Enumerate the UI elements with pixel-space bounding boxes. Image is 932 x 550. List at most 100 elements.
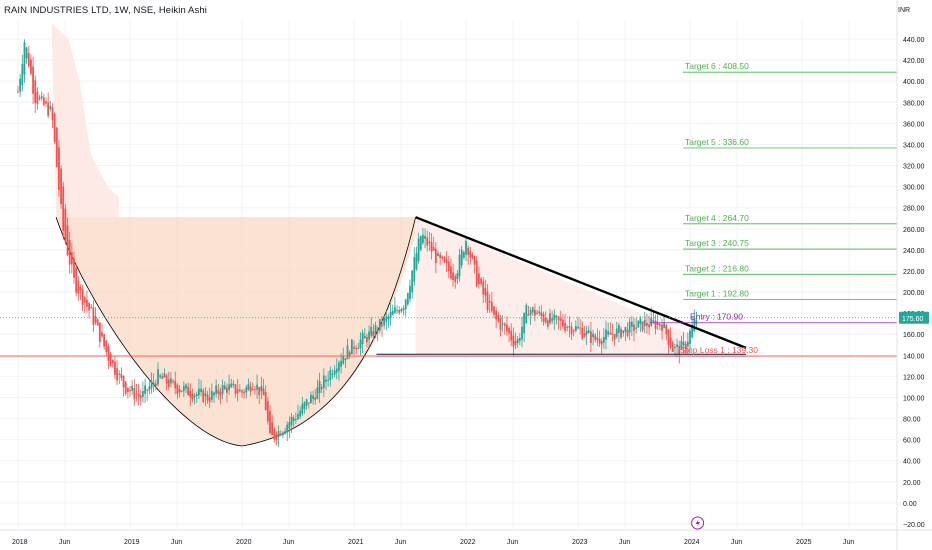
candle-body (331, 374, 334, 376)
candle-body (607, 330, 610, 335)
chart-title: RAIN INDUSTRIES LTD, 1W, NSE, Heikin Ash… (4, 5, 207, 16)
x-tick-label: 2018 (12, 539, 28, 546)
candle-body (480, 278, 482, 284)
candle-body (635, 327, 638, 329)
candle-body (598, 338, 601, 344)
x-tick-label: 2023 (572, 539, 588, 546)
candle-body (439, 254, 442, 259)
candle-body (340, 360, 342, 367)
candle-body (241, 390, 243, 393)
candle-body (170, 378, 172, 384)
candle-body (19, 78, 22, 92)
candle-body (512, 335, 515, 347)
candle-body (120, 373, 123, 379)
level-label-target: Target 6 : 408.50 (685, 61, 749, 71)
candle-body (506, 324, 508, 332)
candle-body (191, 394, 194, 400)
flash-icon[interactable] (691, 516, 705, 530)
candle-body (523, 312, 526, 334)
candle-body (424, 235, 426, 239)
candle-body (38, 97, 41, 99)
candle-body (669, 337, 672, 348)
candle-body (36, 91, 39, 105)
candle-body (32, 66, 34, 94)
y-tick-label: 220.00 (903, 269, 925, 276)
candle-body (314, 397, 317, 401)
candle-body (101, 332, 103, 337)
candle-body (624, 326, 627, 332)
candle-body (312, 395, 314, 399)
candle-body (98, 322, 101, 343)
candle-body (150, 380, 153, 389)
candle-body (383, 317, 386, 326)
x-tick-label: 2025 (796, 539, 812, 546)
candle-body (600, 341, 603, 345)
candle-body (432, 247, 435, 251)
time-axis[interactable]: 2018 Jun 2019 Jun 2020 Jun 2021 Jun 2022 Jun 2023 J… (0, 529, 932, 546)
candle-body (374, 325, 377, 334)
x-tick-label: 2021 (348, 539, 364, 546)
candle-body (208, 397, 211, 402)
candle-body (566, 326, 569, 328)
candle-body (202, 390, 205, 402)
candle-body (665, 325, 668, 335)
x-tick-label: Jun (507, 539, 518, 546)
x-tick-label: Jun (395, 539, 406, 546)
candle-body (353, 346, 355, 349)
candle-body (473, 256, 476, 265)
candle-body (329, 370, 332, 381)
price-axis[interactable]: 440.00 420.00 400.00 380.00 360.00 340.00 320.… (896, 0, 929, 550)
candle-body (303, 402, 306, 409)
candle-body (590, 331, 592, 343)
candle-body (135, 393, 138, 395)
candle-body (86, 299, 88, 307)
candle-body (583, 333, 586, 337)
candle-body (198, 388, 200, 396)
x-tick-label: Jun (59, 539, 70, 546)
candle-body (92, 307, 95, 325)
candle-body (372, 331, 375, 337)
candle-body (549, 313, 551, 324)
candle-body (426, 237, 429, 246)
candle-body (553, 314, 556, 320)
candle-body (25, 47, 28, 59)
y-tick-label: 200.00 (903, 290, 925, 297)
candle-body (333, 370, 336, 375)
candle-body (411, 270, 414, 293)
y-tick-label: 60.00 (903, 438, 921, 445)
currency-label[interactable]: INR (898, 7, 911, 14)
level-label-stop: Stop Loss 1 : 139.30 (680, 345, 758, 355)
candle-body (499, 318, 502, 330)
candle-body (245, 387, 248, 393)
candle-body (471, 254, 474, 259)
x-tick-label: 2022 (460, 539, 476, 546)
candle-body (348, 352, 351, 356)
x-tick-label: 2019 (124, 539, 140, 546)
candle-body (346, 345, 349, 360)
candle-body (620, 328, 622, 338)
y-tick-label: 320.00 (903, 164, 925, 171)
candle-body (404, 299, 407, 310)
candle-body (667, 329, 670, 345)
candle-body (226, 387, 228, 393)
candle-body (467, 247, 470, 255)
candle-body (219, 391, 222, 396)
candle-body (514, 341, 517, 345)
y-tick-label: 100.00 (903, 395, 925, 402)
candle-body (400, 309, 403, 312)
candle-body (376, 329, 379, 332)
candle-body (118, 373, 121, 375)
candle-body (456, 273, 459, 280)
candle-body (422, 234, 424, 244)
candle-body (81, 288, 84, 305)
candle-body (77, 280, 80, 294)
candle-body (193, 395, 196, 397)
candle-body (385, 316, 388, 322)
candle-body (501, 323, 504, 325)
candle-body (521, 326, 523, 340)
candle-body (486, 291, 489, 311)
candle-body (122, 376, 125, 388)
candle-body (639, 318, 642, 325)
candle-body (206, 394, 209, 401)
